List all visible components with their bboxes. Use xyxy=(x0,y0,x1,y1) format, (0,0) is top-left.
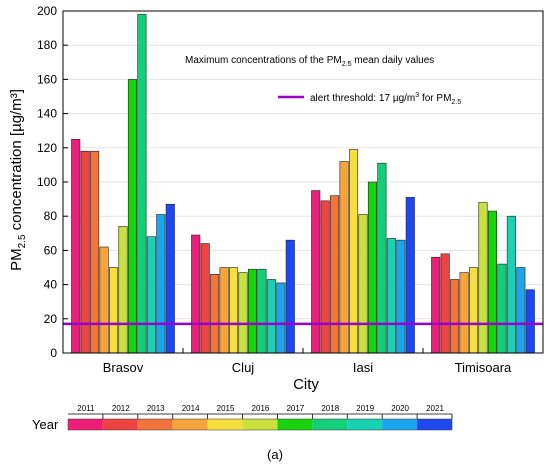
bar-cluj-2011 xyxy=(191,234,201,354)
colorbar-tick-label: 2013 xyxy=(147,404,165,413)
bar-brasov-2020 xyxy=(156,214,166,354)
x-tick-label: Brasov xyxy=(103,360,144,375)
colorbar-segment-2015 xyxy=(207,419,243,430)
colorbar-segment-2012 xyxy=(102,419,138,430)
bar-cluj-2013 xyxy=(210,274,220,354)
bar-brasov-2014 xyxy=(99,246,109,354)
y-axis-label: PM2.5 concentration [µg/m³] xyxy=(8,89,28,271)
bar-cluj-2020 xyxy=(276,282,286,354)
bar-cluj-2019 xyxy=(266,279,276,354)
bar-iasi-2016 xyxy=(358,214,368,354)
colorbar-segment-2019 xyxy=(347,419,383,430)
x-axis-ticks: Brasov Cluj Iasi Timisoara xyxy=(103,348,512,375)
colorbar-segment-2011 xyxy=(68,419,103,430)
y-tick-label: 160 xyxy=(37,72,57,86)
y-tick-label: 120 xyxy=(37,141,57,155)
bar-iasi-2017 xyxy=(367,181,377,354)
bar-timisoara-2012 xyxy=(440,253,450,354)
bar-cluj-2021 xyxy=(285,239,295,354)
y-tick-label: 180 xyxy=(37,38,57,52)
y-axis-ticks: 0 20 40 60 80 100 120 140 160 180 200 xyxy=(37,4,68,360)
bars xyxy=(71,14,535,354)
bar-iasi-2011 xyxy=(311,190,321,354)
y-tick-label: 200 xyxy=(37,4,57,18)
colorbar-tick-label: 2015 xyxy=(217,404,235,413)
bar-brasov-2016 xyxy=(118,226,128,354)
colorbar-tick-label: 2012 xyxy=(112,404,130,413)
y-tick-label: 20 xyxy=(44,312,58,326)
x-axis-label: City xyxy=(293,376,319,393)
bar-timisoara-2019 xyxy=(506,215,516,354)
y-tick-label: 40 xyxy=(44,278,58,292)
bar-timisoara-2014 xyxy=(459,272,469,354)
colorbar-title: Year xyxy=(32,417,59,432)
bar-timisoara-2020 xyxy=(516,267,526,354)
bar-cluj-2016 xyxy=(238,272,248,354)
y-tick-label: 100 xyxy=(37,175,57,189)
colorbar-tick-label: 2011 xyxy=(77,404,95,413)
bar-cluj-2012 xyxy=(200,243,210,354)
colorbar-tick-label: 2020 xyxy=(391,404,409,413)
y-tick-label: 60 xyxy=(44,243,58,257)
colorbar-segment-2018 xyxy=(312,419,348,430)
bar-timisoara-2015 xyxy=(469,267,479,354)
colorbar-tick-label: 2021 xyxy=(426,404,444,413)
bar-cluj-2014 xyxy=(219,267,229,354)
bar-brasov-2018 xyxy=(137,14,147,354)
chart-annotation: Maximum concentrations of the PM2.5 mean… xyxy=(185,55,434,68)
bar-brasov-2011 xyxy=(71,138,81,354)
bar-iasi-2020 xyxy=(396,239,406,354)
x-tick-label: Timisoara xyxy=(455,360,512,375)
colorbar-tick-label: 2016 xyxy=(252,404,270,413)
year-colorbar: 2011 2012 2013 2014 2015 2016 2017 2018 2019 2020… xyxy=(67,404,453,431)
bar-timisoara-2017 xyxy=(487,210,497,354)
bar-iasi-2019 xyxy=(386,238,396,354)
bar-timisoara-2018 xyxy=(497,263,507,354)
colorbar-segment-2014 xyxy=(172,419,208,430)
bar-cluj-2018 xyxy=(257,268,267,354)
bar-brasov-2019 xyxy=(146,236,156,354)
y-tick-label: 140 xyxy=(37,107,57,121)
colorbar-segment-2021 xyxy=(417,419,452,430)
colorbar-tick-label: 2014 xyxy=(182,404,200,413)
colorbar-segment-2020 xyxy=(382,419,418,430)
bar-brasov-2021 xyxy=(165,203,175,354)
x-tick-label: Cluj xyxy=(232,360,255,375)
colorbar-tick-label: 2019 xyxy=(356,404,374,413)
bar-iasi-2012 xyxy=(320,200,330,354)
bar-timisoara-2016 xyxy=(478,202,488,354)
bar-iasi-2013 xyxy=(330,195,340,354)
bar-brasov-2017 xyxy=(127,79,137,354)
bar-cluj-2015 xyxy=(229,267,239,354)
bar-timisoara-2011 xyxy=(431,256,441,354)
bar-brasov-2015 xyxy=(109,267,119,354)
colorbar-segment-2016 xyxy=(242,419,278,430)
legend-threshold-label: alert threshold: 17 µg/m3 for PM2.5 xyxy=(310,92,461,106)
bar-timisoara-2013 xyxy=(450,279,460,354)
y-tick-label: 80 xyxy=(44,209,58,223)
colorbar-tick-label: 2018 xyxy=(321,404,339,413)
bar-iasi-2021 xyxy=(405,197,415,354)
bar-timisoara-2021 xyxy=(525,289,535,354)
colorbar-tick-label: 2017 xyxy=(286,404,304,413)
colorbar-frame xyxy=(67,418,453,431)
y-tick-label: 0 xyxy=(50,346,57,360)
bar-iasi-2015 xyxy=(349,149,359,354)
colorbar-segment-2017 xyxy=(277,419,313,430)
figure-caption: (a) xyxy=(267,447,283,462)
colorbar-segment-2013 xyxy=(137,419,173,430)
bar-cluj-2017 xyxy=(247,268,257,354)
x-tick-label: Iasi xyxy=(353,360,373,375)
